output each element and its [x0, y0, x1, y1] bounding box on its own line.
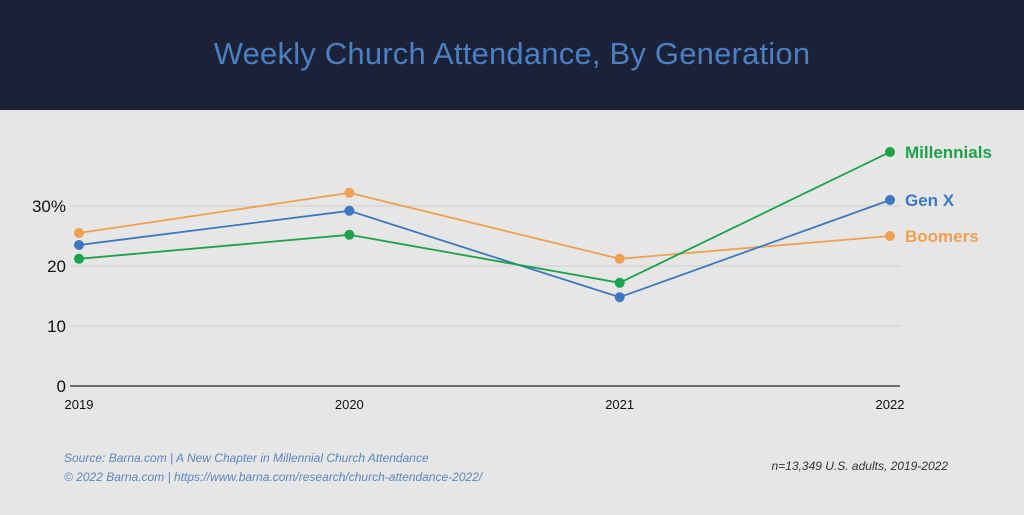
- gridlines: [70, 205, 900, 387]
- series-line-boomers: [78, 191, 891, 260]
- legend-label-boomers: Boomers: [905, 227, 979, 246]
- data-point-millennials: [74, 253, 84, 264]
- data-point-millennials: [344, 229, 355, 240]
- chart-title: Weekly Church Attendance, By Generation: [213, 36, 811, 71]
- data-point-gen-x: [885, 195, 895, 205]
- x-tick-label: 2019: [65, 397, 94, 412]
- legend: Boomers Gen X Millennials: [905, 143, 992, 246]
- legend-label-millennials: Millennials: [905, 143, 992, 162]
- source-footer: Source: Barna.com | A New Chapter in Mil…: [64, 449, 482, 487]
- x-tick-label: 2022: [876, 397, 905, 412]
- data-point-boomers: [74, 228, 84, 238]
- y-tick-label: 10: [47, 317, 66, 336]
- data-point-gen-x: [344, 205, 355, 216]
- series-line-millennials: [78, 151, 891, 284]
- series-line-gen-x: [78, 199, 891, 299]
- data-point-gen-x: [614, 292, 625, 303]
- legend-label-gen-x: Gen X: [905, 191, 955, 210]
- y-tick-label: 20: [47, 257, 66, 276]
- data-point-millennials: [614, 277, 625, 288]
- y-axis-ticks: 0 10 20 30%: [32, 197, 66, 396]
- series-lines: [78, 151, 891, 299]
- chart-header: Weekly Church Attendance, By Generation: [0, 0, 1024, 110]
- source-line: Source: Barna.com | A New Chapter in Mil…: [64, 451, 429, 465]
- plot-area: [0, 110, 1024, 515]
- y-tick-label: 30%: [32, 197, 66, 216]
- copyright-line: © 2022 Barna.com | https://www.barna.com…: [64, 470, 483, 484]
- x-tick-label: 2021: [605, 397, 634, 412]
- data-point-millennials: [885, 147, 895, 157]
- x-axis-ticks: 2019 2020 2021 2022: [65, 397, 905, 412]
- y-tick-label: 0: [57, 377, 66, 396]
- data-point-boomers: [344, 187, 355, 198]
- data-point-boomers: [885, 231, 895, 241]
- data-point-gen-x: [74, 240, 84, 250]
- sample-note: n=13,349 U.S. adults, 2019-2022: [771, 459, 948, 473]
- series-points: [74, 147, 895, 303]
- data-point-boomers: [614, 253, 625, 264]
- x-tick-label: 2020: [335, 397, 364, 412]
